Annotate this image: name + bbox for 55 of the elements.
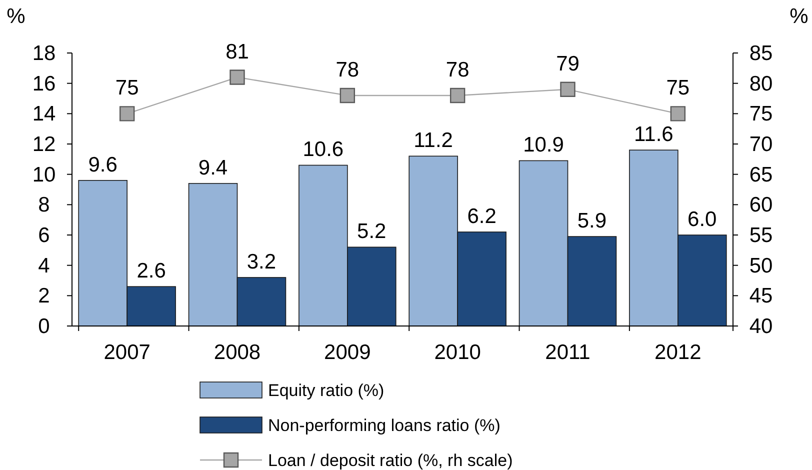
y2-tick-label: 85 bbox=[749, 42, 773, 65]
legend-label: Equity ratio (%) bbox=[268, 381, 384, 400]
data-label: 10.9 bbox=[523, 134, 564, 157]
y2-tick-label: 45 bbox=[749, 284, 773, 308]
y2-axis-title: % bbox=[790, 5, 808, 28]
data-label: 9.4 bbox=[198, 156, 228, 180]
y-tick-label: 2 bbox=[38, 284, 50, 308]
point bbox=[670, 106, 686, 122]
y-tick-label: 14 bbox=[32, 102, 56, 126]
y-tick-label: 6 bbox=[38, 224, 50, 247]
y2-tick-label: 55 bbox=[749, 224, 773, 247]
data-label: 78 bbox=[336, 58, 360, 82]
x-tick-label: 2009 bbox=[324, 341, 371, 364]
data-label: 75 bbox=[666, 76, 690, 100]
data-label: 2.6 bbox=[136, 260, 166, 283]
y2-tick-label: 80 bbox=[749, 72, 773, 96]
data-label: 11.2 bbox=[414, 129, 454, 152]
x-tick-label: 2010 bbox=[434, 341, 481, 364]
data-label: 79 bbox=[556, 52, 580, 76]
y-tick-label: 4 bbox=[38, 254, 50, 278]
x-tick-label: 2012 bbox=[654, 341, 702, 364]
y2-tick-label: 60 bbox=[749, 194, 773, 217]
y2-tick-label: 50 bbox=[749, 254, 773, 278]
legend-label: Loan / deposit ratio (%, rh scale) bbox=[268, 451, 513, 470]
point bbox=[450, 88, 466, 104]
point bbox=[230, 70, 245, 85]
data-label: 81 bbox=[226, 40, 249, 64]
data-label: 11.6 bbox=[634, 123, 674, 146]
y2-tick-label: 70 bbox=[749, 133, 773, 156]
data-label: 6.2 bbox=[467, 204, 496, 228]
y-axis-title: % bbox=[6, 5, 26, 28]
data-label: 78 bbox=[446, 58, 470, 82]
legend-label: Non-performing loans ratio (%) bbox=[268, 416, 500, 435]
y-tick-label: 0 bbox=[38, 315, 50, 338]
y-tick-label: 16 bbox=[32, 72, 56, 96]
data-label: 5.2 bbox=[357, 220, 386, 244]
data-label: 6.0 bbox=[688, 208, 717, 231]
x-tick-label: 2008 bbox=[214, 341, 261, 364]
data-label: 3.2 bbox=[246, 250, 276, 274]
data-label: 9.6 bbox=[88, 153, 118, 176]
y2-tick-label: 65 bbox=[749, 163, 773, 186]
point bbox=[119, 106, 135, 122]
y2-tick-label: 75 bbox=[749, 102, 773, 126]
data-label: 10.6 bbox=[302, 138, 344, 162]
point bbox=[340, 88, 356, 104]
y-tick-label: 12 bbox=[32, 133, 56, 156]
y-tick-label: 10 bbox=[32, 163, 56, 186]
data-label: 5.9 bbox=[577, 210, 607, 233]
x-tick-label: 2011 bbox=[545, 341, 590, 364]
x-tick-label: 2007 bbox=[104, 341, 150, 364]
y-tick-label: 18 bbox=[32, 42, 56, 65]
point bbox=[560, 82, 576, 97]
data-label: 75 bbox=[115, 76, 139, 100]
y2-tick-label: 40 bbox=[749, 315, 773, 338]
y-tick-label: 8 bbox=[38, 194, 50, 217]
